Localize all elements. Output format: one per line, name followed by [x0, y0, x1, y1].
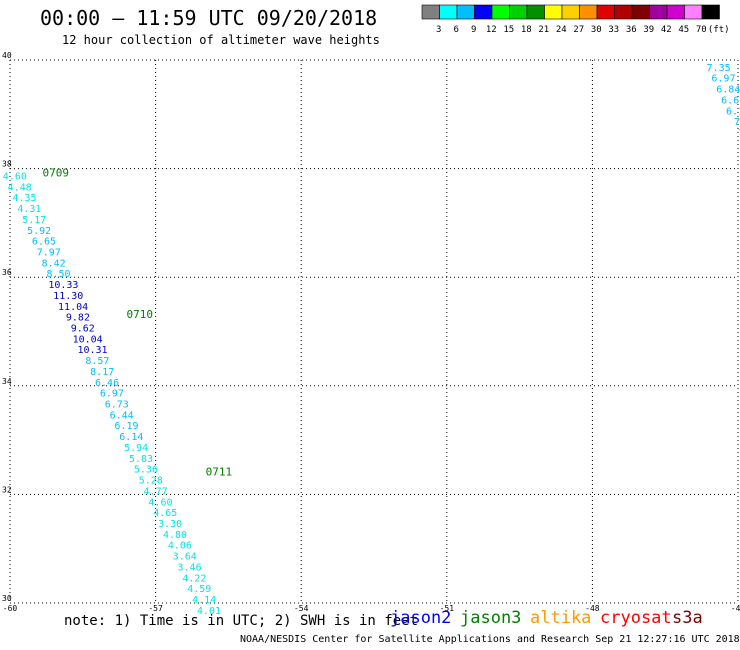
wave-height-label: 11.04 — [58, 302, 88, 313]
wave-height-label: 8.57 — [85, 356, 109, 367]
wave-height-label: 5.17 — [22, 215, 46, 226]
legend-label: 12 — [486, 25, 497, 35]
wave-height-label: 4.60 — [3, 171, 27, 182]
legend-label: 30 — [591, 25, 602, 35]
legend-label: 18 — [521, 25, 532, 35]
x-tick-label: -54 — [294, 604, 309, 613]
y-tick-label: 34 — [2, 377, 12, 386]
satellite-name: cryosat — [600, 608, 672, 628]
wave-height-label: 6.84 — [716, 85, 740, 96]
time-stamp-label: 0711 — [206, 465, 233, 478]
color-scale-legend: 3 6 9 12 15 18 21 24 27 30 33 36 39 42 45 70 (ft) — [421, 4, 730, 35]
wave-height-label: 6.73 — [105, 400, 129, 411]
wave-height-label: 7.97 — [37, 247, 61, 258]
wave-height-label: 3.30 — [158, 519, 182, 530]
x-tick-label: -57 — [148, 604, 163, 613]
wave-height-label: 6.61 — [721, 95, 740, 106]
wave-height-label: 9.82 — [66, 313, 90, 324]
satellite-name: altika — [530, 608, 592, 628]
legend-label: 15 — [503, 25, 514, 35]
chart-title: 00:00 – 11:59 UTC 09/20/2018 — [40, 6, 378, 30]
wave-height-label: 8.17 — [90, 367, 114, 378]
wave-height-label: 5.92 — [27, 226, 51, 237]
wave-height-label: 4.59 — [187, 584, 211, 595]
footer-credit: NOAA/NESDIS Center for Satellite Applica… — [240, 634, 740, 645]
wave-height-plot: -60-57-54-51-48-453032343638404.604.484.… — [2, 51, 740, 615]
wave-height-label: 7.0 — [739, 128, 740, 139]
wave-height-label: 8.50 — [46, 269, 70, 280]
wave-height-label: 7.35 — [707, 63, 731, 74]
legend-label: 36 — [626, 25, 637, 35]
wave-height-label: 4.65 — [153, 508, 177, 519]
legend-label: 3 — [436, 25, 441, 35]
wave-height-label: 4.31 — [17, 204, 41, 215]
legend-label: 6 — [454, 25, 459, 35]
wave-height-label: 3.46 — [178, 562, 202, 573]
wave-height-label: 6.16 — [726, 106, 740, 117]
legend-label: 21 — [538, 25, 549, 35]
wave-height-label: 6.46 — [95, 378, 119, 389]
wave-height-label: 6.19 — [114, 421, 138, 432]
wave-height-label: 4.14 — [192, 595, 216, 606]
wave-height-label: 4.60 — [148, 497, 172, 508]
legend-swatch — [701, 4, 720, 20]
wave-height-label: 11.30 — [53, 291, 83, 302]
wave-height-label: 4.06 — [168, 541, 192, 552]
satellite-name: s3a — [672, 608, 703, 628]
wave-height-label: 10.33 — [48, 280, 78, 291]
x-tick-label: -51 — [440, 604, 455, 613]
wave-height-label: 5.94 — [124, 443, 148, 454]
wave-height-label: 10.31 — [77, 345, 107, 356]
wave-height-label: 6.97 — [711, 74, 735, 85]
legend-label: 24 — [556, 25, 567, 35]
wave-height-label: 8.42 — [42, 258, 66, 269]
wave-height-label: 9.62 — [71, 324, 95, 335]
y-tick-label: 36 — [2, 268, 12, 277]
x-tick-label: -48 — [585, 604, 600, 613]
wave-height-label: 5.28 — [139, 476, 163, 487]
legend-label: 45 — [678, 25, 689, 35]
wave-height-label: 6.44 — [110, 410, 134, 421]
wave-height-label: 5.83 — [129, 454, 153, 465]
time-stamp-label: 0710 — [126, 308, 153, 321]
wave-height-label: 10.04 — [73, 334, 103, 345]
x-tick-label: -45 — [731, 604, 740, 613]
y-tick-label: 38 — [2, 160, 12, 169]
wave-height-label: 4.48 — [8, 182, 32, 193]
wave-height-label: 3.64 — [173, 552, 197, 563]
chart-subtitle: 12 hour collection of altimeter wave hei… — [62, 33, 380, 47]
legend-label: 70 — [696, 25, 707, 35]
wave-height-label: 5.36 — [134, 465, 158, 476]
wave-height-label: 4.77 — [144, 486, 168, 497]
wave-height-label: 6.65 — [32, 237, 56, 248]
legend-label: 27 — [573, 25, 584, 35]
legend-label: 9 — [471, 25, 476, 35]
wave-height-label: 4.35 — [13, 193, 37, 204]
wave-height-label: 4.01 — [197, 606, 221, 615]
legend-label: 42 — [661, 25, 672, 35]
satellite-name: jason2 — [390, 608, 452, 628]
y-tick-label: 40 — [2, 51, 12, 60]
wave-height-label: 7.2 — [734, 117, 740, 128]
x-tick-label: -60 — [3, 604, 18, 613]
footer-note: note: 1) Time is in UTC; 2) SWH is in fe… — [64, 613, 419, 629]
legend-label: 33 — [608, 25, 619, 35]
legend-label: (ft) — [708, 25, 730, 35]
satellite-name: jason3 — [460, 608, 522, 628]
y-tick-label: 30 — [2, 594, 12, 603]
legend-label: 39 — [643, 25, 654, 35]
time-stamp-label: 0709 — [43, 167, 70, 180]
wave-height-label: 6.14 — [119, 432, 143, 443]
y-tick-label: 32 — [2, 485, 12, 494]
wave-height-label: 4.22 — [182, 573, 206, 584]
wave-height-label: 6.97 — [100, 389, 124, 400]
wave-height-label: 4.80 — [163, 530, 187, 541]
